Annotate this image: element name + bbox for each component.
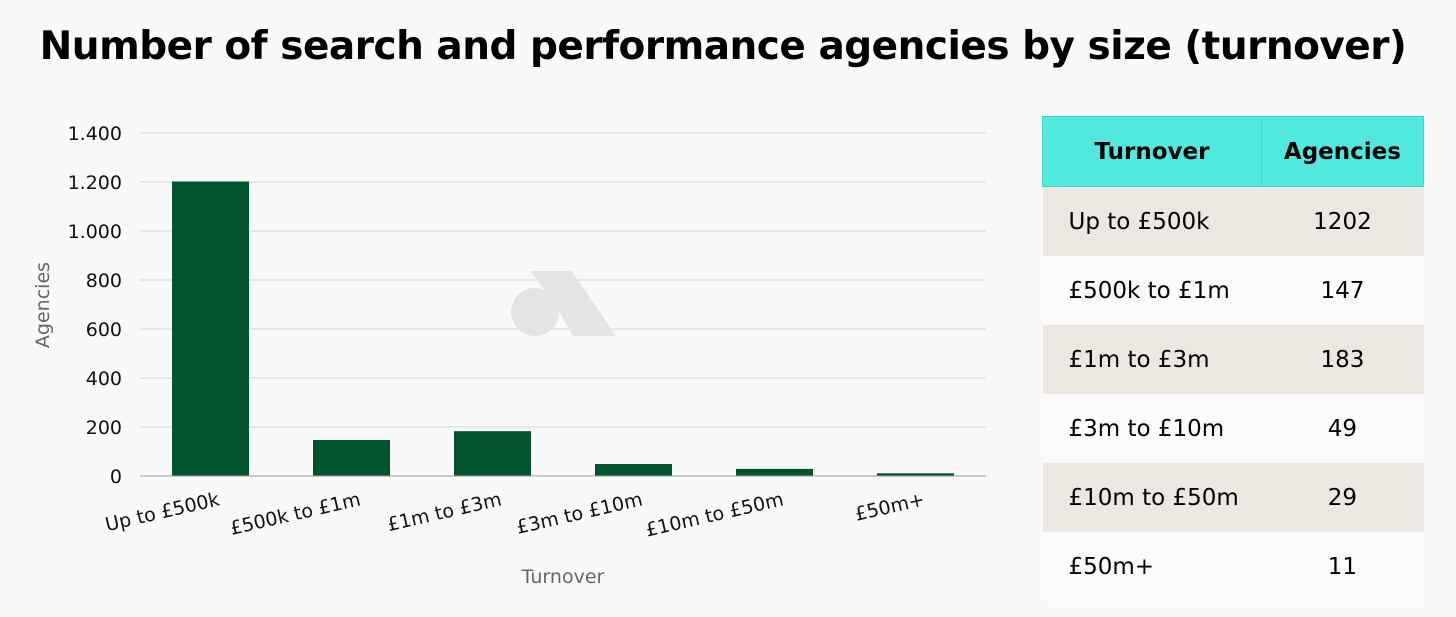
x-tick-label: £1m to £3m	[385, 488, 503, 536]
bar	[595, 463, 672, 476]
y-axis-ticks: 0 200 400 600 800 1.000 1.200 1.400	[68, 123, 122, 488]
x-tick-label: £50m+	[853, 488, 927, 525]
table-row: £50m+ 11	[1042, 532, 1424, 601]
y-tick-label: 1.400	[68, 123, 122, 145]
table-row: Up to £500k 1202	[1042, 186, 1424, 256]
y-tick-label: 1.200	[68, 172, 122, 194]
table-row: £10m to £50m 29	[1042, 463, 1424, 532]
cell-agencies: 49	[1261, 394, 1424, 463]
header-agencies: Agencies	[1260, 116, 1425, 187]
data-table: Turnover Agencies Up to £500k 1202 £500k…	[1042, 116, 1425, 601]
table-row: £3m to £10m 49	[1042, 394, 1424, 463]
bar	[736, 468, 813, 476]
bar	[172, 181, 249, 476]
cell-agencies: 11	[1261, 532, 1424, 601]
table-header-row: Turnover Agencies	[1042, 116, 1425, 187]
cell-turnover: £50m+	[1042, 532, 1262, 601]
cell-turnover: £3m to £10m	[1042, 394, 1262, 463]
x-tick-label: £500k to £1m	[228, 488, 363, 539]
cell-turnover: £1m to £3m	[1042, 325, 1262, 394]
cell-agencies: 183	[1261, 325, 1424, 394]
header-turnover: Turnover	[1042, 116, 1262, 187]
table-row: £1m to £3m 183	[1042, 325, 1424, 394]
x-axis-label: Turnover	[521, 566, 605, 588]
y-tick-label: 200	[86, 417, 122, 439]
watermark-logo-icon	[511, 271, 616, 336]
bar	[454, 431, 531, 476]
cell-agencies: 29	[1261, 463, 1424, 532]
table-row: £500k to £1m 147	[1042, 256, 1424, 325]
x-tick-label: £3m to £10m	[514, 488, 644, 538]
y-tick-label: 800	[86, 270, 122, 292]
y-axis-label: Agencies	[32, 262, 54, 348]
bar-chart: 0 200 400 600 800 1.000 1.200 1.400 Up to £500k…	[32, 123, 986, 588]
chart-title: Number of search and performance agencie…	[39, 24, 1407, 69]
y-tick-label: 600	[86, 319, 122, 341]
bars	[172, 181, 954, 476]
cell-agencies: 147	[1261, 256, 1424, 325]
cell-agencies: 1202	[1261, 186, 1424, 256]
cell-turnover: Up to £500k	[1042, 186, 1262, 256]
y-tick-label: 400	[86, 368, 122, 390]
y-tick-label: 1.000	[68, 221, 122, 243]
y-tick-label: 0	[110, 466, 122, 488]
gridlines	[140, 132, 986, 428]
bar	[313, 439, 390, 476]
bar	[877, 473, 954, 476]
x-axis-ticks: Up to £500k £500k to £1m £1m to £3m £3m to …	[103, 488, 926, 541]
x-tick-label: Up to £500k	[103, 488, 221, 536]
cell-turnover: £10m to £50m	[1042, 463, 1262, 532]
cell-turnover: £500k to £1m	[1042, 256, 1262, 325]
x-tick-label: £10m to £50m	[644, 488, 786, 541]
